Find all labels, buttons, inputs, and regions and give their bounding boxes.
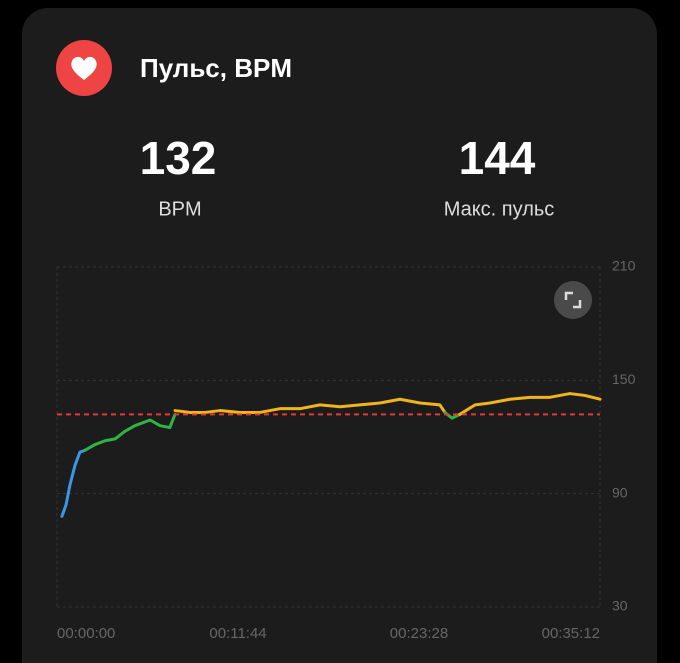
x-tick-label: 00:23:28 [390,625,448,642]
y-tick-label: 150 [612,371,636,387]
expand-button[interactable] [554,281,592,319]
plot: 30 90 150 210 00:00:00 00:11:44 00:23:28 00:35:… [57,258,636,642]
hr-line [83,412,177,452]
y-tick-label: 30 [612,598,628,614]
x-tick-label: 00:00:00 [57,625,115,642]
card-title: Пульс, BPM [140,53,292,83]
heart-icon [71,56,97,80]
stat-value: 132 [140,132,217,184]
stat-label: BPM [158,198,201,220]
expand-icon [564,291,582,309]
x-tick-label: 00:11:44 [209,625,266,642]
stat-value: 144 [459,132,536,184]
hr-line [60,448,87,518]
hr-line [458,392,602,416]
x-tick-label: 00:35:12 [542,625,600,642]
y-tick-label: 90 [612,484,628,500]
card [22,8,657,663]
y-tick-label: 210 [612,258,636,274]
stat-label: Макс. пульс [444,198,555,220]
hr-line [173,397,447,414]
